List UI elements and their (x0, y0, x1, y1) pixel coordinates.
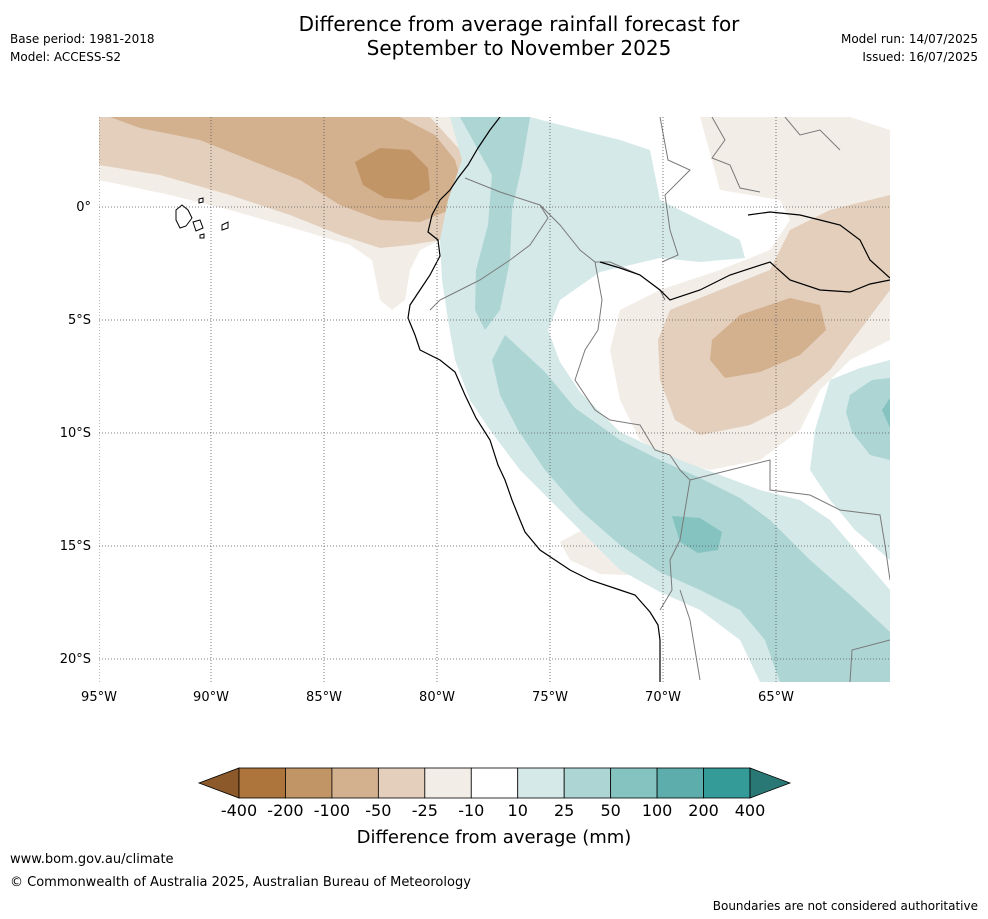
legend-color-box (238, 767, 286, 799)
legend-tick-label: 200 (688, 801, 719, 820)
wet-anomaly-mid-south (492, 335, 890, 682)
legend-tick-label: 400 (735, 801, 766, 820)
base-period-text: Base period: 1981-2018 (10, 32, 155, 46)
wet-anomaly-mid-east (846, 378, 890, 460)
footer-url: www.bom.gov.au/climate (10, 852, 174, 867)
issued-text: Issued: 16/07/2025 (862, 50, 978, 64)
latitude-labels: 0° 5°S 10°S 15°S 20°S (60, 200, 91, 667)
galapagos-islands (175, 197, 229, 239)
lon-label-65w: 65°W (758, 690, 794, 705)
model-run-text: Model run: 14/07/2025 (840, 32, 978, 46)
legend-color-box (610, 767, 658, 799)
legend-color-box (331, 767, 379, 799)
lon-label-90w: 90°W (193, 690, 229, 705)
longitude-labels: 95°W 90°W 85°W 80°W 75°W 70°W 65°W (81, 690, 794, 705)
legend-color-box (563, 767, 612, 799)
legend-color-box (517, 767, 565, 799)
legend-color-box (470, 767, 519, 799)
wet-anomaly-inner-south (672, 516, 722, 553)
lon-label-70w: 70°W (645, 690, 681, 705)
dry-anomaly-inner-nw (110, 117, 462, 222)
legend-tick-label: 100 (642, 801, 673, 820)
footer-note: Boundaries are not considered authoritat… (712, 899, 978, 913)
legend-tick-labels: -400 -200 -100 -50 -25 -10 10 25 50 100 200 400 (221, 801, 765, 820)
legend-tick-label: -50 (365, 801, 391, 820)
legend-tick-label: 25 (554, 801, 574, 820)
legend-title: Difference from average (mm) (357, 827, 632, 848)
footer-copyright: © Commonwealth of Australia 2025, Austra… (10, 875, 471, 890)
legend-color-box (703, 767, 751, 799)
legend-tick-label: -100 (314, 801, 350, 820)
coastline (407, 117, 661, 682)
gridlines (99, 117, 890, 682)
map-plot-area (99, 117, 890, 682)
metadata-left: Base period: 1981-2018 Model: ACCESS-S2 (10, 30, 155, 66)
legend-tick-label: -400 (221, 801, 257, 820)
lon-label-75w: 75°W (532, 690, 568, 705)
legend-tick-label: -200 (267, 801, 303, 820)
legend-color-box (377, 767, 426, 799)
lat-label-15s: 15°S (60, 539, 91, 554)
country-borders (429, 117, 890, 682)
legend-color-box (285, 767, 333, 799)
legend-color-box (656, 767, 704, 799)
legend-arrow-high (749, 767, 792, 799)
lon-label-85w: 85°W (306, 690, 342, 705)
model-text: Model: ACCESS-S2 (10, 50, 122, 64)
lat-label-5s: 5°S (68, 313, 91, 328)
lat-label-0: 0° (76, 200, 91, 215)
lon-label-80w: 80°W (419, 690, 455, 705)
wet-anomaly-inner-east (882, 398, 890, 428)
dry-anomaly-core-nw (355, 148, 430, 200)
legend-arrow-low (197, 767, 240, 799)
lon-label-95w: 95°W (81, 690, 117, 705)
legend-tick-label: -25 (412, 801, 438, 820)
lat-label-10s: 10°S (60, 426, 91, 441)
northern-coastline (599, 211, 890, 301)
legend-colorbar (197, 767, 792, 799)
title-line-2: September to November 2025 (366, 36, 672, 60)
dry-anomaly-inner-amazon (710, 298, 826, 378)
legend-tick-label: 10 (508, 801, 528, 820)
legend-tick-label: 50 (600, 801, 620, 820)
wet-anomaly-mid-andes (460, 117, 530, 330)
lat-label-20s: 20°S (60, 652, 91, 667)
map-title: Difference from average rainfall forecas… (0, 12, 988, 60)
legend-color-box (424, 767, 472, 799)
title-line-1: Difference from average rainfall forecas… (298, 12, 740, 36)
legend-tick-label: -10 (458, 801, 484, 820)
metadata-right: Model run: 14/07/2025 Issued: 16/07/2025 (841, 30, 978, 66)
